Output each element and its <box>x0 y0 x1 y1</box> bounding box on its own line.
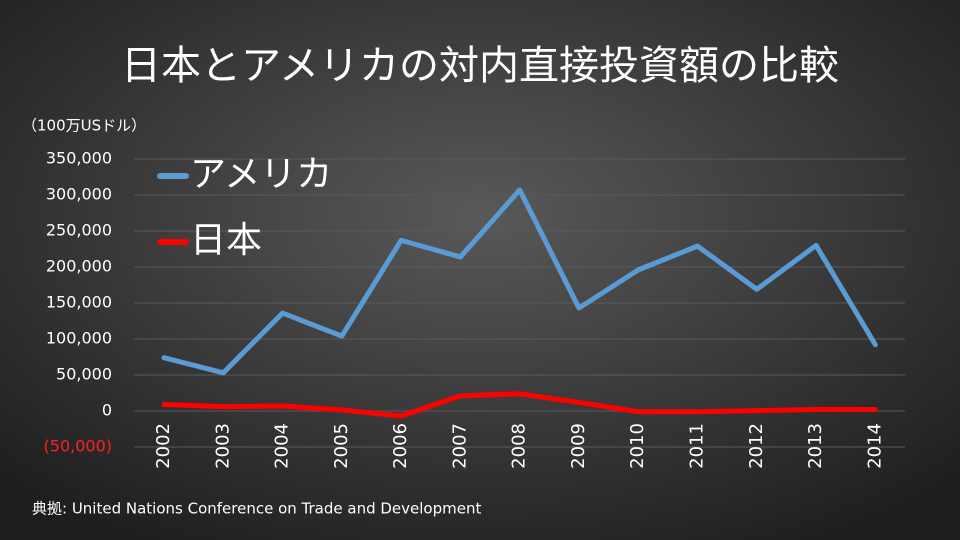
x-tick-label: 2007 <box>449 423 470 469</box>
source-note: 典拠: United Nations Conference on Trade a… <box>32 500 481 518</box>
y-tick-label: 250,000 <box>46 221 112 240</box>
x-tick-label: 2011 <box>687 423 708 469</box>
x-tick-label: 2010 <box>627 423 648 469</box>
y-tick-label: 0 <box>102 401 112 420</box>
y-tick-label: 350,000 <box>46 149 112 168</box>
data-line <box>161 187 878 376</box>
x-tick-label: 2013 <box>805 423 826 469</box>
x-tick-label: 2004 <box>272 423 293 469</box>
y-tick-label: 300,000 <box>46 185 112 204</box>
legend-label: 日本 <box>190 220 262 261</box>
y-tick-label: 50,000 <box>56 365 112 384</box>
y-tick-label: 200,000 <box>46 257 112 276</box>
data-line <box>161 391 878 419</box>
y-axis-unit: （100万USドル） <box>22 117 146 135</box>
x-tick-label: 2005 <box>331 423 352 469</box>
x-tick-label: 2002 <box>153 423 174 469</box>
x-tick-label: 2003 <box>212 423 233 469</box>
x-tick-label: 2014 <box>864 423 885 469</box>
x-tick-label: 2006 <box>390 423 411 469</box>
x-tick-label: 2012 <box>746 423 767 469</box>
y-tick-label: 100,000 <box>46 329 112 348</box>
y-tick-label: (50,000) <box>44 437 112 456</box>
legend-label: アメリカ <box>190 154 332 195</box>
x-tick-label: 2009 <box>568 423 589 469</box>
y-tick-label: 150,000 <box>46 293 112 312</box>
x-tick-label: 2008 <box>509 423 530 469</box>
chart-title: 日本とアメリカの対内直接投資額の比較 <box>121 43 839 89</box>
